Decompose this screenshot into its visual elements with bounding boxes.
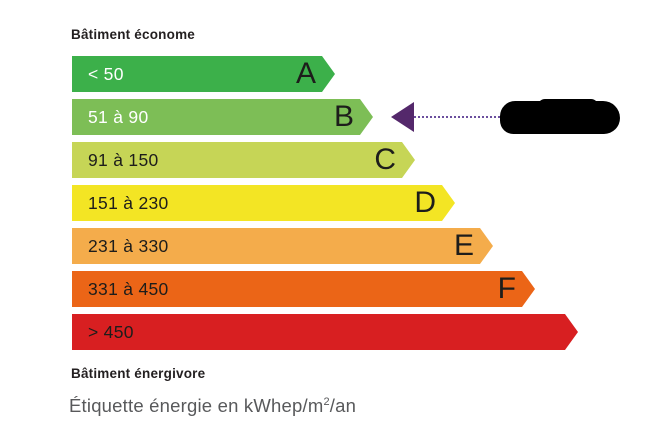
bar-letter: B bbox=[333, 100, 354, 133]
bar-range-label: 231 à 330 bbox=[88, 235, 169, 256]
bar-range-label: 331 à 450 bbox=[88, 278, 169, 299]
top-annotation: Bâtiment économe bbox=[71, 27, 195, 42]
caption: Étiquette énergie en kWhep/m2/an bbox=[69, 395, 356, 417]
bar-range-label: < 50 bbox=[88, 63, 124, 84]
caption-superscript: 2 bbox=[323, 395, 330, 408]
marker-arrow-left-icon bbox=[391, 102, 414, 132]
redacted-value-blob bbox=[500, 98, 620, 134]
energy-bar-row: < 50 A bbox=[72, 56, 335, 92]
caption-suffix: /an bbox=[329, 395, 357, 416]
bottom-annotation: Bâtiment énergivore bbox=[71, 366, 206, 381]
bar-letter: A bbox=[295, 57, 316, 90]
energy-bar-row: 51 à 90 B bbox=[72, 99, 373, 135]
marker-dotted-line bbox=[414, 116, 500, 118]
caption-prefix: Étiquette énergie en kWhep/m bbox=[69, 395, 324, 416]
bar-range-label: 151 à 230 bbox=[88, 192, 169, 213]
bar-letter: F bbox=[497, 272, 516, 305]
class-marker bbox=[391, 98, 620, 135]
energy-bar-row: 91 à 150 C bbox=[72, 142, 415, 178]
bar-range-label: 91 à 150 bbox=[88, 149, 159, 170]
energy-scale: < 50 A 51 à 90 B 91 à 150 C 151 à 230 D … bbox=[72, 56, 632, 356]
energy-bar-row: 331 à 450 F bbox=[72, 271, 535, 307]
bar-letter: D bbox=[414, 186, 436, 219]
bar-range-label: 51 à 90 bbox=[88, 106, 149, 127]
energy-bar-row: 151 à 230 D bbox=[72, 185, 455, 221]
energy-bar-row: > 450 bbox=[72, 314, 578, 350]
energy-bar-row: 231 à 330 E bbox=[72, 228, 493, 264]
bar-range-label: > 450 bbox=[88, 321, 134, 342]
bar-letter: C bbox=[374, 143, 396, 176]
bar-letter: E bbox=[453, 229, 474, 262]
